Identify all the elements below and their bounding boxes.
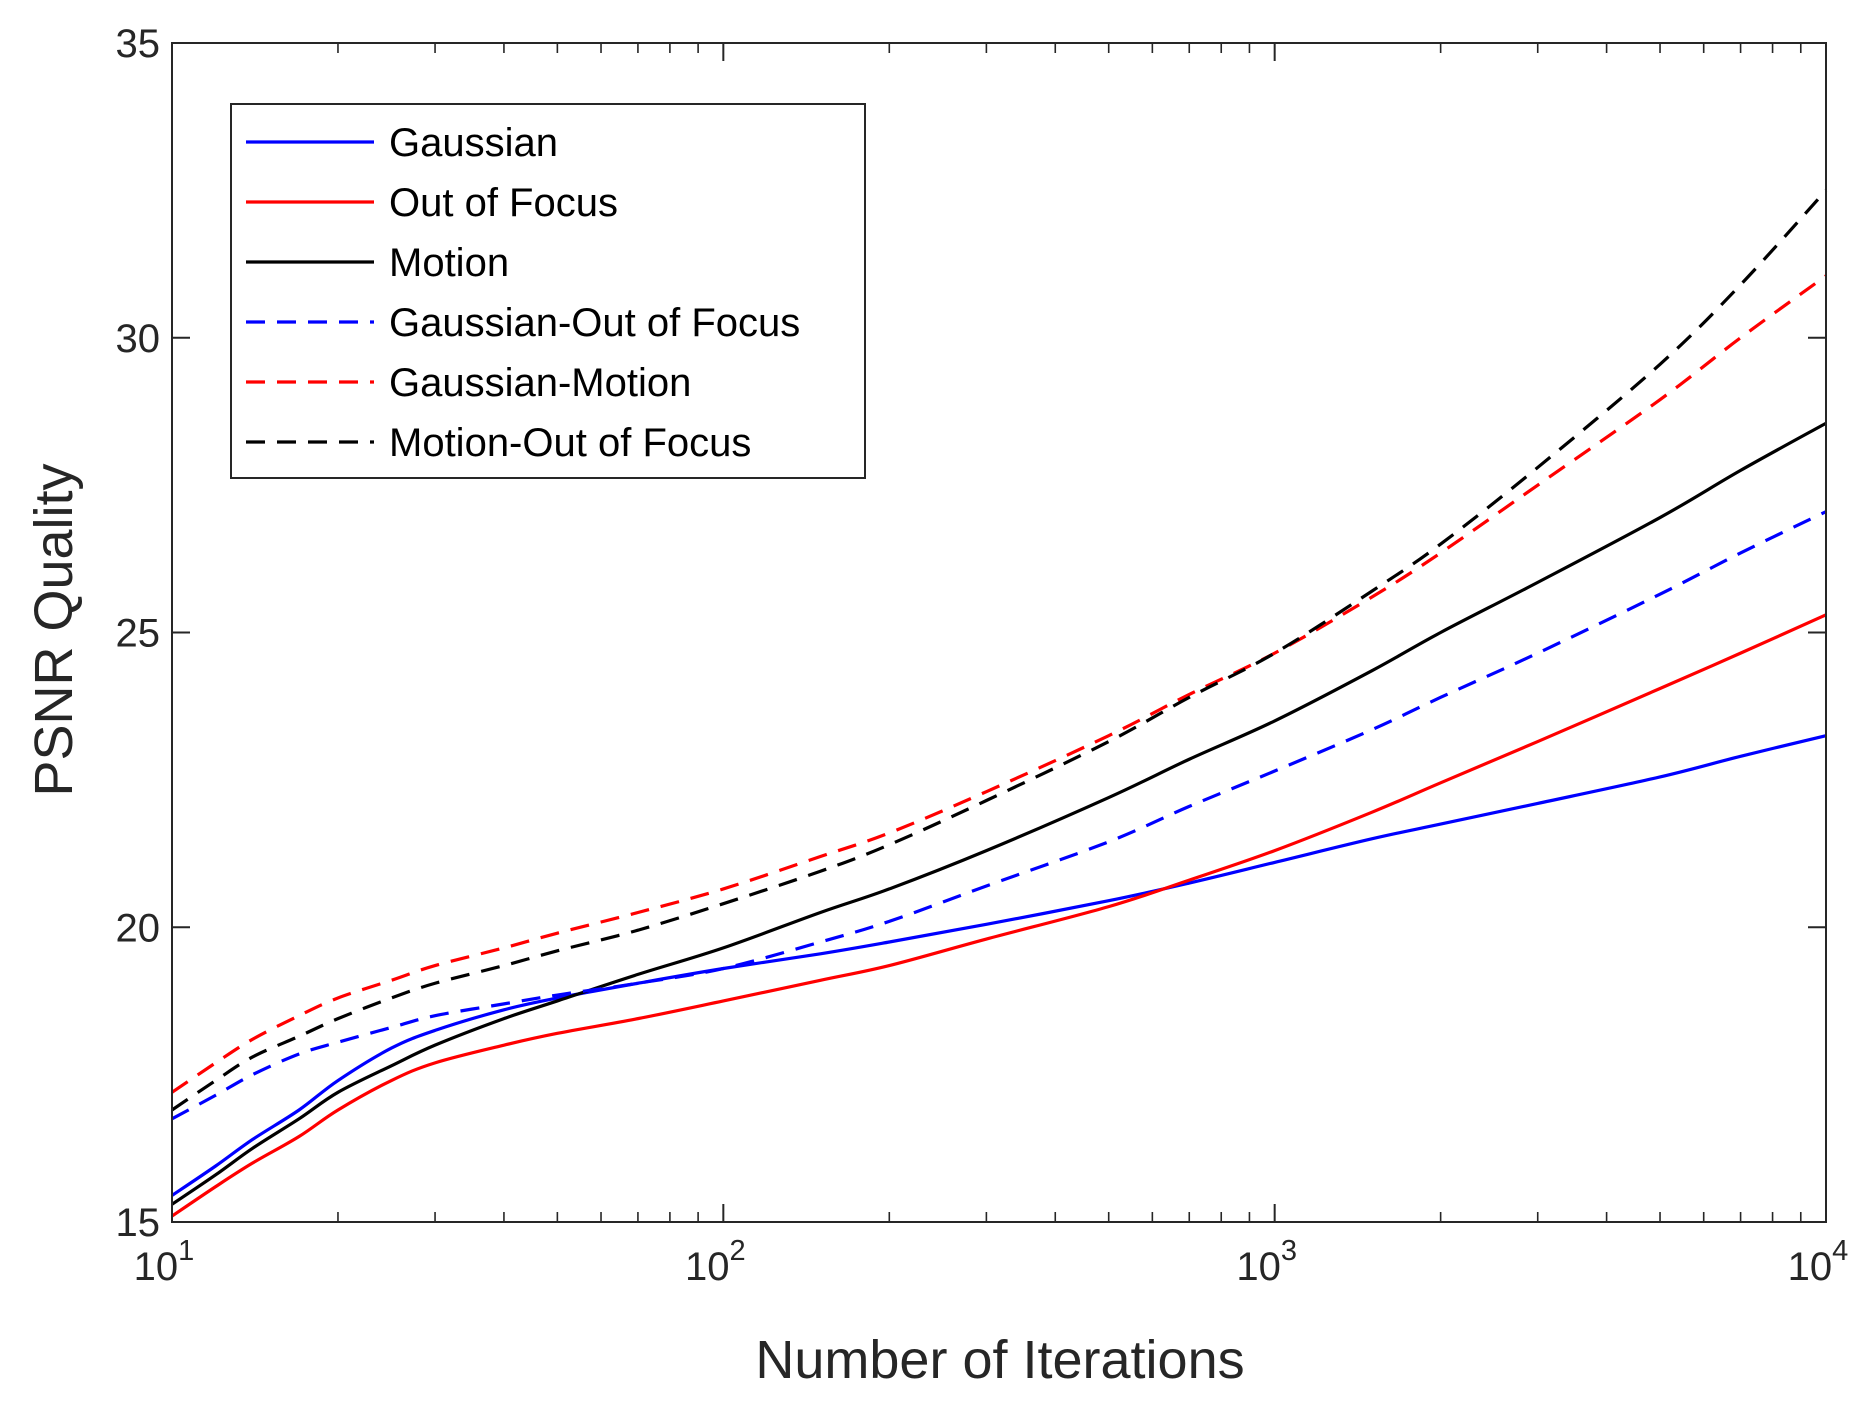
series-line-motion: [171, 421, 1827, 1206]
legend-label: Gaussian-Motion: [389, 361, 691, 405]
series-layer: [171, 189, 1828, 1218]
y-axis-label: PSNR Quality: [24, 463, 84, 796]
legend-label: Gaussian: [389, 121, 558, 165]
x-tick-label: 103: [1236, 1235, 1297, 1289]
x-tick-label: 104: [1788, 1235, 1849, 1289]
x-tick-label: 102: [685, 1235, 746, 1289]
axes-layer: 15 20 25 30 35 101 102 103 104: [116, 22, 1849, 1289]
series-line-gaussian-motion: [171, 274, 1827, 1094]
legend-box: [230, 103, 866, 479]
y-tick-label: 20: [116, 906, 161, 950]
legend-label: Motion: [389, 241, 509, 285]
series-line-gaussian-out-of-focus: [171, 510, 1827, 1121]
legend-label: Gaussian-Out of Focus: [389, 301, 800, 345]
series-line-gaussian: [171, 734, 1827, 1197]
x-tick-label: 101: [134, 1235, 195, 1289]
legend: Gaussian Out of Focus Motion Gaussian-Out o…: [230, 103, 866, 479]
legend-label: Out of Focus: [389, 181, 618, 225]
y-tick-label: 25: [116, 612, 161, 656]
x-axis-label: Number of Iterations: [755, 1330, 1244, 1390]
y-tick-label: 35: [116, 22, 161, 66]
series-line-out-of-focus: [171, 613, 1827, 1218]
y-tick-label: 30: [116, 317, 161, 361]
y-tick-label: 15: [116, 1201, 161, 1245]
legend-label: Motion-Out of Focus: [389, 421, 751, 465]
